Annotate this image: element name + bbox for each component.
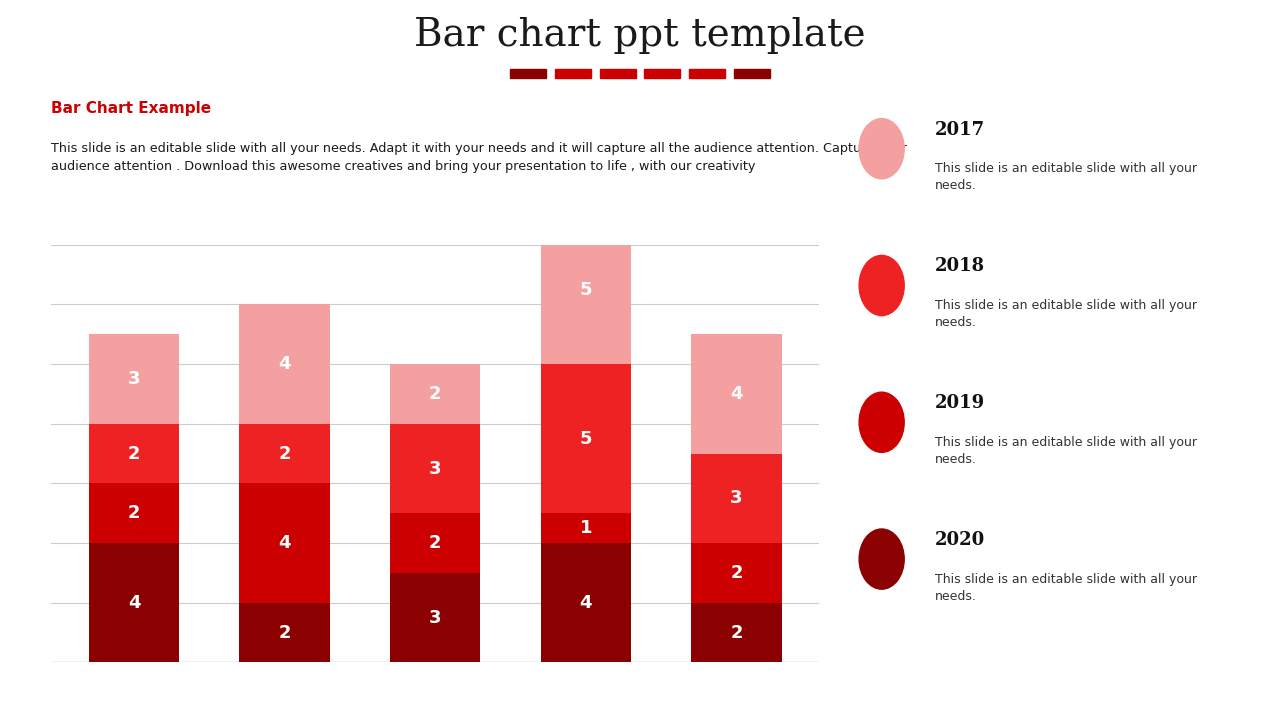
Bar <box>390 573 480 662</box>
Text: This slide is an editable slide with all your
needs.: This slide is an editable slide with all… <box>934 162 1197 192</box>
Bar <box>691 334 782 454</box>
Bar <box>390 513 480 573</box>
Bar <box>691 543 782 603</box>
Bar <box>689 69 724 78</box>
Text: 4: 4 <box>278 534 291 552</box>
Bar <box>239 483 330 603</box>
Text: 2019: 2019 <box>934 394 986 412</box>
Bar <box>556 69 591 78</box>
Bar <box>599 69 635 78</box>
Bar <box>735 69 771 78</box>
Text: 2020: 2020 <box>934 531 986 549</box>
Text: 2: 2 <box>730 564 742 582</box>
Circle shape <box>859 119 904 179</box>
Circle shape <box>859 256 904 315</box>
Bar <box>239 424 330 483</box>
Text: 3: 3 <box>128 370 141 388</box>
Bar <box>644 69 681 78</box>
Text: 2017: 2017 <box>934 120 986 138</box>
Bar <box>540 513 631 543</box>
Text: 2: 2 <box>128 444 141 463</box>
Bar <box>540 543 631 662</box>
Bar <box>390 364 480 424</box>
Bar <box>509 69 545 78</box>
Bar <box>390 424 480 513</box>
Text: This slide is an editable slide with all your
needs.: This slide is an editable slide with all… <box>934 436 1197 466</box>
Bar <box>540 215 631 364</box>
Text: 2: 2 <box>429 534 442 552</box>
Text: 4: 4 <box>278 355 291 373</box>
Text: 2: 2 <box>429 385 442 403</box>
Text: This slide is an editable slide with all your
needs.: This slide is an editable slide with all… <box>934 573 1197 603</box>
Text: 3: 3 <box>730 490 742 508</box>
Bar <box>239 603 330 662</box>
Text: 3: 3 <box>429 608 442 626</box>
Text: This slide is an editable slide with all your
needs.: This slide is an editable slide with all… <box>934 300 1197 329</box>
Circle shape <box>859 392 904 452</box>
Bar <box>691 603 782 662</box>
Text: 2: 2 <box>278 624 291 642</box>
Text: 2: 2 <box>278 444 291 463</box>
Text: Bar Chart Example: Bar Chart Example <box>51 101 211 116</box>
Bar <box>540 364 631 513</box>
Text: Bar chart ppt template: Bar chart ppt template <box>415 17 865 54</box>
Bar <box>88 424 179 483</box>
Bar <box>88 483 179 543</box>
Bar <box>691 454 782 543</box>
Bar <box>88 543 179 662</box>
Text: 4: 4 <box>730 385 742 403</box>
Circle shape <box>859 529 904 589</box>
Text: 4: 4 <box>128 594 141 612</box>
Text: This slide is an editable slide with all your needs. Adapt it with your needs an: This slide is an editable slide with all… <box>51 143 908 174</box>
Text: 1: 1 <box>580 519 593 537</box>
Text: 2018: 2018 <box>934 257 986 275</box>
Text: 3: 3 <box>429 459 442 477</box>
Text: 4: 4 <box>580 594 593 612</box>
Text: 2: 2 <box>128 504 141 522</box>
Bar <box>239 305 330 424</box>
Text: 5: 5 <box>580 430 593 448</box>
Bar <box>88 334 179 424</box>
Text: 5: 5 <box>580 281 593 299</box>
Text: 2: 2 <box>730 624 742 642</box>
